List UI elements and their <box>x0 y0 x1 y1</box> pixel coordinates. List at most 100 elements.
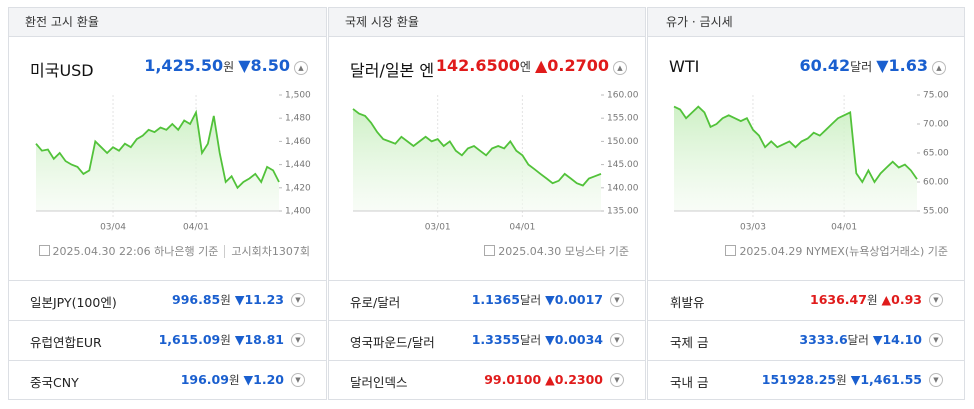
toggle-button[interactable]: ▼ <box>291 333 305 347</box>
main-change: ▼1.63 <box>876 56 928 75</box>
row-divider <box>647 280 965 281</box>
row-name: 중국CNY <box>30 375 79 390</box>
y-tick-label: 145.00 <box>607 160 639 170</box>
y-tick-label: 70.00 <box>923 120 949 130</box>
row-change: ▼18.81 <box>234 332 284 347</box>
row-quote: 1.1365달러 ▼0.0017 <box>472 292 603 308</box>
area-fill <box>353 108 601 211</box>
row-unit: 달러 <box>519 293 542 307</box>
row-name: 유로/달러 <box>350 295 401 310</box>
row-quote: 1636.47원 ▲0.93 <box>810 292 922 308</box>
main-unit: 원 <box>223 60 235 74</box>
main-unit: 달러 <box>850 60 873 74</box>
y-tick-label: 55.00 <box>923 207 949 217</box>
source-icon <box>484 245 496 256</box>
panel-body <box>8 37 327 400</box>
toggle-button[interactable]: ▲ <box>294 61 308 75</box>
row-price: 1.1365 <box>471 292 520 307</box>
row-divider <box>8 360 327 361</box>
y-tick-label: 1,460 <box>285 137 311 147</box>
toggle-button[interactable]: ▼ <box>929 373 943 387</box>
y-tick-label: 1,440 <box>285 160 311 170</box>
toggle-button[interactable]: ▼ <box>610 373 624 387</box>
x-tick-label: 04/01 <box>183 223 209 233</box>
row-unit: 원 <box>228 373 240 387</box>
y-tick-label: 140.00 <box>607 183 639 193</box>
row-divider <box>328 320 646 321</box>
row-quote: 996.85원 ▼11.23 <box>172 292 284 308</box>
toggle-button[interactable]: ▼ <box>291 373 305 387</box>
row-price: 1636.47 <box>810 292 867 307</box>
y-tick-label: 1,480 <box>285 114 311 124</box>
footer-text: 2025.04.29 NYMEX(뉴욕상업거래소) 기준 <box>739 245 948 258</box>
source-icon <box>725 245 737 256</box>
toggle-button[interactable]: ▲ <box>613 61 627 75</box>
row-divider <box>328 280 646 281</box>
main-change: ▲0.2700 <box>534 56 609 75</box>
row-unit: 달러 <box>847 333 869 347</box>
row-quote: 196.09원 ▼1.20 <box>181 372 284 388</box>
row-name: 영국파운드/달러 <box>350 335 435 350</box>
row-quote: 151928.25원 ▼1,461.55 <box>762 372 922 388</box>
price-line <box>352 108 602 187</box>
row-name: 달러인덱스 <box>350 375 408 390</box>
toggle-button[interactable]: ▲ <box>932 61 946 75</box>
main-price: 1,425.50 <box>144 56 224 75</box>
panel-header: 환전 고시 환율 <box>8 7 327 37</box>
y-tick-label: 150.00 <box>607 137 639 147</box>
row-change: ▼11.23 <box>234 292 284 307</box>
row-change: ▼14.10 <box>872 332 922 347</box>
y-tick-label: 1,420 <box>285 183 311 193</box>
footer-text: 2025.04.30 모닝스타 기준 <box>498 245 629 258</box>
toggle-button[interactable]: ▼ <box>610 333 624 347</box>
row-divider <box>647 360 965 361</box>
toggle-button[interactable]: ▼ <box>929 333 943 347</box>
row-quote: 99.0100 ▲0.2300 <box>484 372 603 387</box>
chart: 135.00 140.00 145.00 150.00 155.00 160.00 03/0… <box>352 91 639 233</box>
price-line <box>673 105 918 184</box>
panel-header: 국제 시장 환율 <box>328 7 646 37</box>
row-unit: 달러 <box>519 333 542 347</box>
row-change: ▲0.2300 <box>545 372 603 387</box>
row-divider <box>328 360 646 361</box>
chart-footer: 2025.04.30 22:06 하나은행 기준 고시회차1307회 <box>38 243 310 259</box>
panel-body <box>647 37 965 400</box>
main-price: 142.6500 <box>435 56 520 75</box>
toggle-button[interactable]: ▼ <box>610 293 624 307</box>
chart-footer: 2025.04.29 NYMEX(뉴욕상업거래소) 기준 <box>725 243 948 259</box>
row-price: 151928.25 <box>761 372 837 387</box>
row-unit: 원 <box>836 373 847 387</box>
chart-footer: 2025.04.30 모닝스타 기준 <box>484 243 629 259</box>
toggle-button[interactable]: ▼ <box>291 293 305 307</box>
x-tick-label: 03/01 <box>425 223 451 233</box>
footer-text: 2025.04.30 22:06 하나은행 기준 <box>52 245 219 258</box>
row-change: ▼0.0017 <box>545 292 603 307</box>
row-change: ▼1,461.55 <box>850 372 922 387</box>
row-divider <box>8 320 327 321</box>
footer-text: 고시회차1307회 <box>224 245 310 258</box>
x-tick-label: 03/04 <box>100 223 126 233</box>
row-unit: 원 <box>866 293 878 307</box>
panel-body <box>328 37 646 400</box>
row-divider <box>647 320 965 321</box>
main-change: ▼8.50 <box>238 56 290 75</box>
main-quote: 60.42달러 ▼1.63 <box>800 56 928 75</box>
panel-header: 유가 · 금시세 <box>647 7 965 37</box>
y-tick-label: 75.00 <box>923 91 949 101</box>
row-price: 996.85 <box>172 292 221 307</box>
row-name: 휘발유 <box>670 295 705 310</box>
main-quote: 142.6500엔 ▲0.2700 <box>436 56 609 75</box>
y-tick-label: 60.00 <box>923 178 949 188</box>
row-name: 일본JPY(100엔) <box>30 295 117 310</box>
chart: 1,400 1,420 1,440 1,460 1,480 1,500 03/04 04/01 <box>35 91 311 233</box>
x-tick-label: 04/01 <box>831 223 857 233</box>
source-icon <box>38 245 50 256</box>
row-price: 3333.6 <box>799 332 848 347</box>
y-tick-label: 1,500 <box>285 91 311 101</box>
toggle-button[interactable]: ▼ <box>929 293 943 307</box>
x-tick-label: 03/03 <box>740 223 766 233</box>
y-tick-label: 155.00 <box>607 114 639 124</box>
area-fill <box>36 112 279 211</box>
row-price: 99.0100 <box>484 372 542 387</box>
area-fill <box>674 106 917 211</box>
